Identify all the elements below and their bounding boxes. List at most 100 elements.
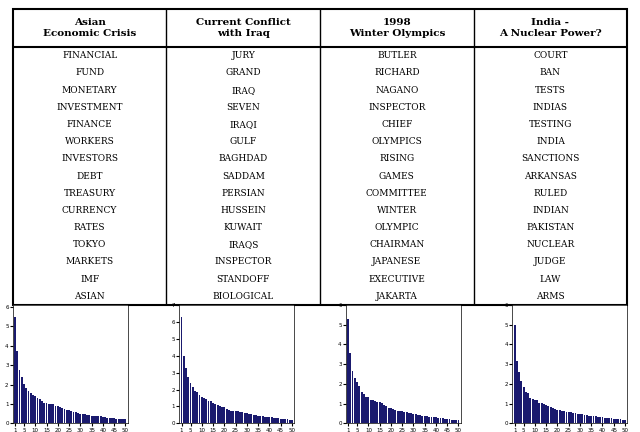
Bar (440, 418, 442, 423)
Bar (239, 412, 241, 423)
Text: IRAQI: IRAQI (229, 120, 257, 129)
Bar (45, 403, 47, 423)
Bar (545, 405, 547, 423)
Bar (390, 408, 392, 423)
Bar (392, 410, 394, 423)
Text: STANDOFF: STANDOFF (216, 275, 270, 283)
Bar (557, 410, 558, 423)
Bar (75, 412, 77, 423)
Text: INSPECTOR: INSPECTOR (214, 257, 272, 267)
Bar (566, 412, 567, 423)
Bar (189, 383, 191, 423)
Bar (523, 387, 525, 423)
Bar (458, 420, 460, 423)
Text: INDIAN: INDIAN (532, 206, 569, 215)
Bar (538, 403, 540, 423)
Bar (426, 416, 428, 423)
Text: MARKETS: MARKETS (65, 257, 114, 267)
Bar (552, 408, 554, 423)
Bar (50, 404, 52, 423)
Bar (52, 404, 54, 423)
Bar (246, 413, 248, 423)
Bar (104, 417, 106, 423)
Bar (91, 416, 93, 423)
Bar (516, 361, 518, 423)
Bar (223, 407, 225, 423)
Bar (358, 386, 360, 423)
Text: COURT: COURT (533, 51, 568, 60)
Bar (372, 400, 374, 423)
Bar (250, 414, 252, 423)
Bar (282, 419, 284, 423)
Bar (433, 417, 435, 423)
Bar (284, 419, 286, 423)
Bar (291, 419, 293, 423)
Bar (532, 399, 534, 423)
Bar (214, 404, 216, 423)
Bar (543, 404, 545, 423)
Bar (210, 401, 212, 423)
Text: FINANCE: FINANCE (67, 120, 113, 129)
Bar (408, 413, 410, 423)
Bar (106, 418, 108, 423)
Bar (125, 419, 126, 423)
Bar (84, 414, 86, 423)
Bar (120, 419, 122, 423)
Bar (271, 417, 273, 423)
Bar (275, 418, 277, 423)
Bar (593, 416, 595, 423)
Bar (73, 412, 74, 423)
Bar (444, 419, 446, 423)
Text: IMF: IMF (80, 275, 99, 283)
Text: EXECUTIVE: EXECUTIVE (369, 275, 425, 283)
Bar (203, 397, 205, 423)
Bar (352, 371, 353, 423)
Text: BAGHDAD: BAGHDAD (219, 154, 268, 163)
Text: MONETARY: MONETARY (62, 86, 117, 95)
Bar (417, 415, 419, 423)
Bar (23, 384, 25, 423)
Bar (70, 411, 72, 423)
Bar (428, 417, 430, 423)
Bar (30, 393, 32, 423)
Bar (95, 416, 97, 423)
Bar (21, 378, 22, 423)
Bar (563, 411, 565, 423)
Bar (575, 413, 576, 423)
Bar (536, 400, 538, 423)
Bar (534, 400, 536, 423)
Text: JAPANESE: JAPANESE (372, 257, 421, 267)
Bar (584, 415, 586, 423)
Bar (28, 391, 29, 423)
Text: TREASURY: TREASURY (63, 189, 116, 198)
Bar (228, 410, 230, 423)
Bar (554, 409, 556, 423)
Text: 1998
Winter Olympics: 1998 Winter Olympics (349, 18, 445, 38)
Bar (54, 406, 56, 423)
Bar (437, 418, 439, 423)
Bar (410, 413, 412, 423)
Bar (180, 317, 182, 423)
Bar (93, 416, 95, 423)
Bar (102, 417, 104, 423)
Bar (48, 404, 50, 423)
Text: WORKERS: WORKERS (65, 137, 115, 146)
Text: BAN: BAN (540, 68, 561, 77)
Bar (442, 418, 444, 423)
Bar (232, 411, 234, 423)
Bar (109, 418, 111, 423)
Bar (403, 412, 405, 423)
Bar (365, 397, 367, 423)
Bar (547, 406, 549, 423)
Text: TESTING: TESTING (529, 120, 572, 129)
Text: RATES: RATES (74, 223, 106, 232)
Bar (230, 410, 232, 423)
Bar (287, 419, 288, 423)
Bar (561, 411, 563, 423)
Text: DEBT: DEBT (76, 172, 103, 181)
Bar (406, 412, 408, 423)
Text: PERSIAN: PERSIAN (221, 189, 265, 198)
Bar (97, 416, 99, 423)
Bar (198, 395, 200, 423)
Text: SADDAM: SADDAM (222, 172, 264, 181)
